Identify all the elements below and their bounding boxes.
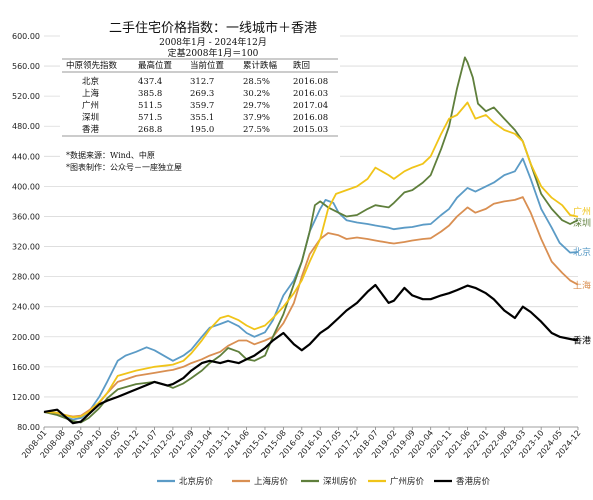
table-cell: 269.3 [190,89,214,99]
table-cell: 2015.03 [293,125,328,135]
y-tick-label: 440.00 [12,152,40,161]
y-tick-label: 80.00 [17,423,40,432]
table-header: 跌回 [293,60,310,71]
table-cell: 571.5 [138,113,162,123]
series-line-4 [43,101,579,419]
y-tick-label: 160.00 [12,363,40,372]
table-cell: 511.5 [138,101,162,111]
end-label: 北京 [573,246,591,258]
table-cell: 30.2% [243,89,270,99]
chart-subtitle-base: 定基2008年1月＝100 [168,47,259,59]
table-cell: 27.5% [243,125,270,135]
y-tick-label: 600.00 [12,32,40,41]
table-cell: 2017.04 [293,101,328,111]
series-line-1 [43,157,579,421]
y-tick-label: 400.00 [12,182,40,191]
table-cell: 2016.03 [293,89,328,99]
legend-label: 香港房价 [456,476,491,487]
y-tick-label: 560.00 [12,62,40,71]
series-lines [43,56,579,425]
table-cell: 37.9% [243,113,270,123]
credit-note: *图表制作：公众号－一座独立屋 [66,162,182,172]
legend-label: 深圳房价 [323,476,358,487]
end-label: 深圳 [573,218,591,229]
info-panel-bg [60,20,340,172]
legend-label: 北京房价 [179,476,214,487]
y-tick-label: 360.00 [12,212,40,221]
y-tick-label: 240.00 [12,303,40,312]
series-line-2 [43,196,579,418]
table-cell: 香港 [82,124,100,135]
table-cell: 北京 [82,76,99,87]
table-cell: 29.7% [243,101,270,111]
end-label: 广州 [573,206,591,218]
legend: 北京房价 上海房价 深圳房价 广州房价 香港房价 [157,476,491,487]
chart-subtitle-period: 2008年1月 - 2024年12月 [159,36,267,48]
y-axis: 600.00 560.00 520.00 480.00 440.00 400.00 360.… [12,32,40,432]
table-cell: 385.8 [138,89,162,99]
table-cell: 上海 [82,88,100,99]
table-header: 中原领先指数 [66,60,118,71]
legend-label: 广州房价 [390,476,425,487]
y-tick-label: 320.00 [12,243,40,252]
y-tick-label: 520.00 [12,92,40,101]
end-label: 香港 [573,335,591,347]
table-header: 累计跌幅 [243,60,278,71]
y-tick-label: 120.00 [12,393,40,402]
series-line-5 [43,283,579,425]
table-cell: 355.1 [190,113,214,123]
table-cell: 28.5% [243,77,270,87]
x-axis: 2008-012008-082009-032009-102010-052010-… [20,427,583,460]
table-cell: 312.7 [190,77,214,87]
table-cell: 359.7 [190,101,214,111]
table-cell: 195.0 [190,125,214,135]
table-cell: 2016.08 [293,77,328,87]
table-cell: 2016.08 [293,113,328,123]
y-tick-label: 280.00 [12,273,40,282]
table-cell: 437.4 [138,77,162,87]
table-header: 最高位置 [138,60,173,71]
table-cell: 268.8 [138,125,162,135]
table-cell: 广州 [82,100,99,111]
chart-title: 二手住宅价格指数：一线城市＋香港 [109,20,317,36]
legend-label: 上海房价 [254,476,289,487]
table-cell: 深圳 [82,112,99,123]
y-tick-label: 200.00 [12,333,40,342]
y-tick-label: 480.00 [12,122,40,131]
table-header: 当前位置 [190,60,225,71]
end-label: 上海 [573,280,591,292]
source-note: *数据来源：Wind、中原 [66,150,155,160]
